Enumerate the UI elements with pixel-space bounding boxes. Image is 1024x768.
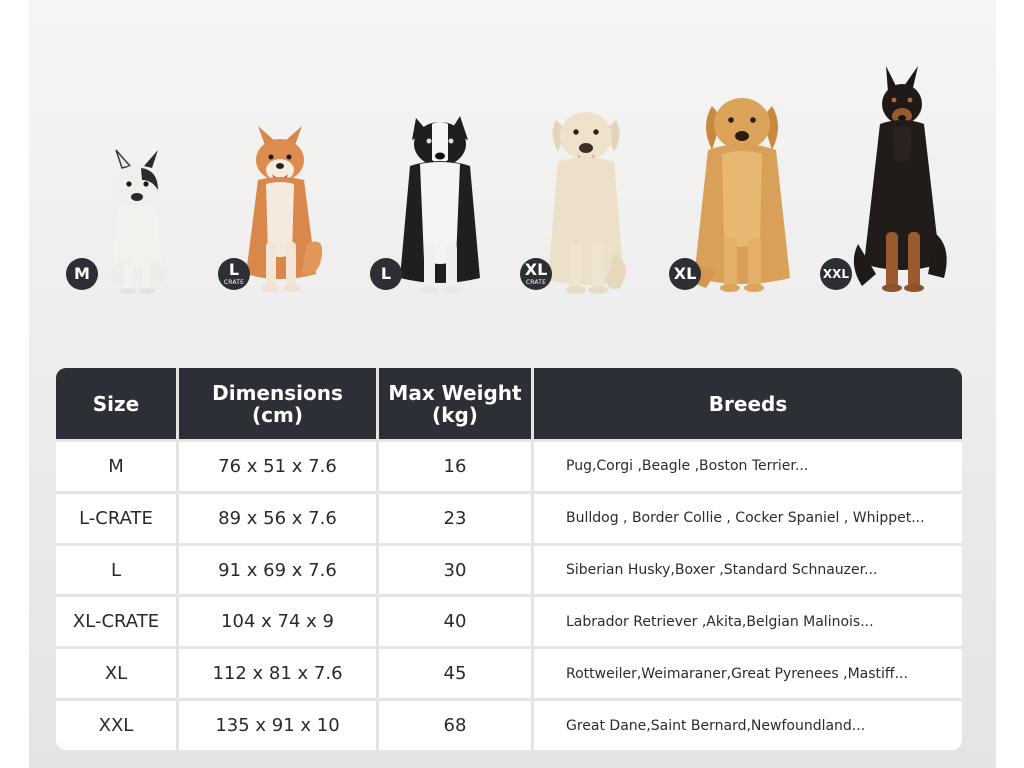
cell-max-weight: 45 — [379, 649, 531, 699]
size-chart-table: Size Dimensions (cm) Max Weight (kg) Bre… — [56, 368, 962, 750]
size-badge-xl-crate: XL CRATE — [520, 258, 552, 290]
cell-dimensions: 89 x 56 x 7.6 — [179, 493, 376, 543]
cell-breeds: Great Dane,Saint Bernard,Newfoundland... — [534, 701, 962, 750]
size-badge-m: M — [66, 258, 98, 290]
cell-breeds: Bulldog , Border Collie , Cocker Spaniel… — [534, 493, 962, 543]
cell-breeds: Siberian Husky,Boxer ,Standard Schnauzer… — [534, 545, 962, 595]
size-badge-label: XL — [524, 260, 548, 279]
size-badge-label: L — [380, 264, 392, 283]
cell-dimensions: 91 x 69 x 7.6 — [179, 545, 376, 595]
border-collie-image — [394, 110, 486, 296]
size-badge-label: L — [228, 260, 240, 279]
size-badge-l: L — [370, 258, 402, 290]
cell-max-weight: 40 — [379, 597, 531, 647]
cell-breeds: Rottweiler,Weimaraner,Great Pyrenees ,Ma… — [534, 649, 962, 699]
cell-size: L — [56, 545, 176, 595]
size-badge-label: XXL — [822, 267, 850, 281]
doberman-image — [848, 64, 952, 296]
shiba-inu-image — [236, 124, 332, 296]
header-dimensions: Dimensions (cm) — [179, 368, 376, 439]
size-badge-xl: XL — [669, 258, 701, 290]
cell-dimensions: 135 x 91 x 10 — [179, 701, 376, 750]
cell-breeds: Labrador Retriever ,Akita,Belgian Malino… — [534, 597, 962, 647]
header-breeds: Breeds — [534, 368, 962, 439]
header-max-weight: Max Weight (kg) — [379, 368, 531, 439]
cell-breeds: Pug,Corgi ,Beagle ,Boston Terrier... — [534, 442, 962, 491]
golden-retriever-image — [686, 92, 798, 296]
cell-size: M — [56, 442, 176, 491]
cell-max-weight: 23 — [379, 493, 531, 543]
cell-size: L-CRATE — [56, 493, 176, 543]
size-badge-xxl: XXL — [820, 258, 852, 290]
cell-dimensions: 112 x 81 x 7.6 — [179, 649, 376, 699]
cell-max-weight: 16 — [379, 442, 531, 491]
cell-size: XL — [56, 649, 176, 699]
cell-max-weight: 68 — [379, 701, 531, 750]
cell-dimensions: 76 x 51 x 7.6 — [179, 442, 376, 491]
cell-size: XL-CRATE — [56, 597, 176, 647]
header-size: Size — [56, 368, 176, 439]
size-badge-sublabel: CRATE — [525, 279, 547, 286]
size-badge-sublabel: CRATE — [223, 279, 245, 286]
size-badge-label: M — [74, 264, 90, 283]
labrador-image — [536, 104, 636, 296]
cell-max-weight: 30 — [379, 545, 531, 595]
size-badge-label: XL — [673, 264, 697, 283]
cell-size: XXL — [56, 701, 176, 750]
cell-dimensions: 104 x 74 x 9 — [179, 597, 376, 647]
size-badge-l-crate: L CRATE — [218, 258, 250, 290]
french-bulldog-image — [100, 146, 176, 296]
